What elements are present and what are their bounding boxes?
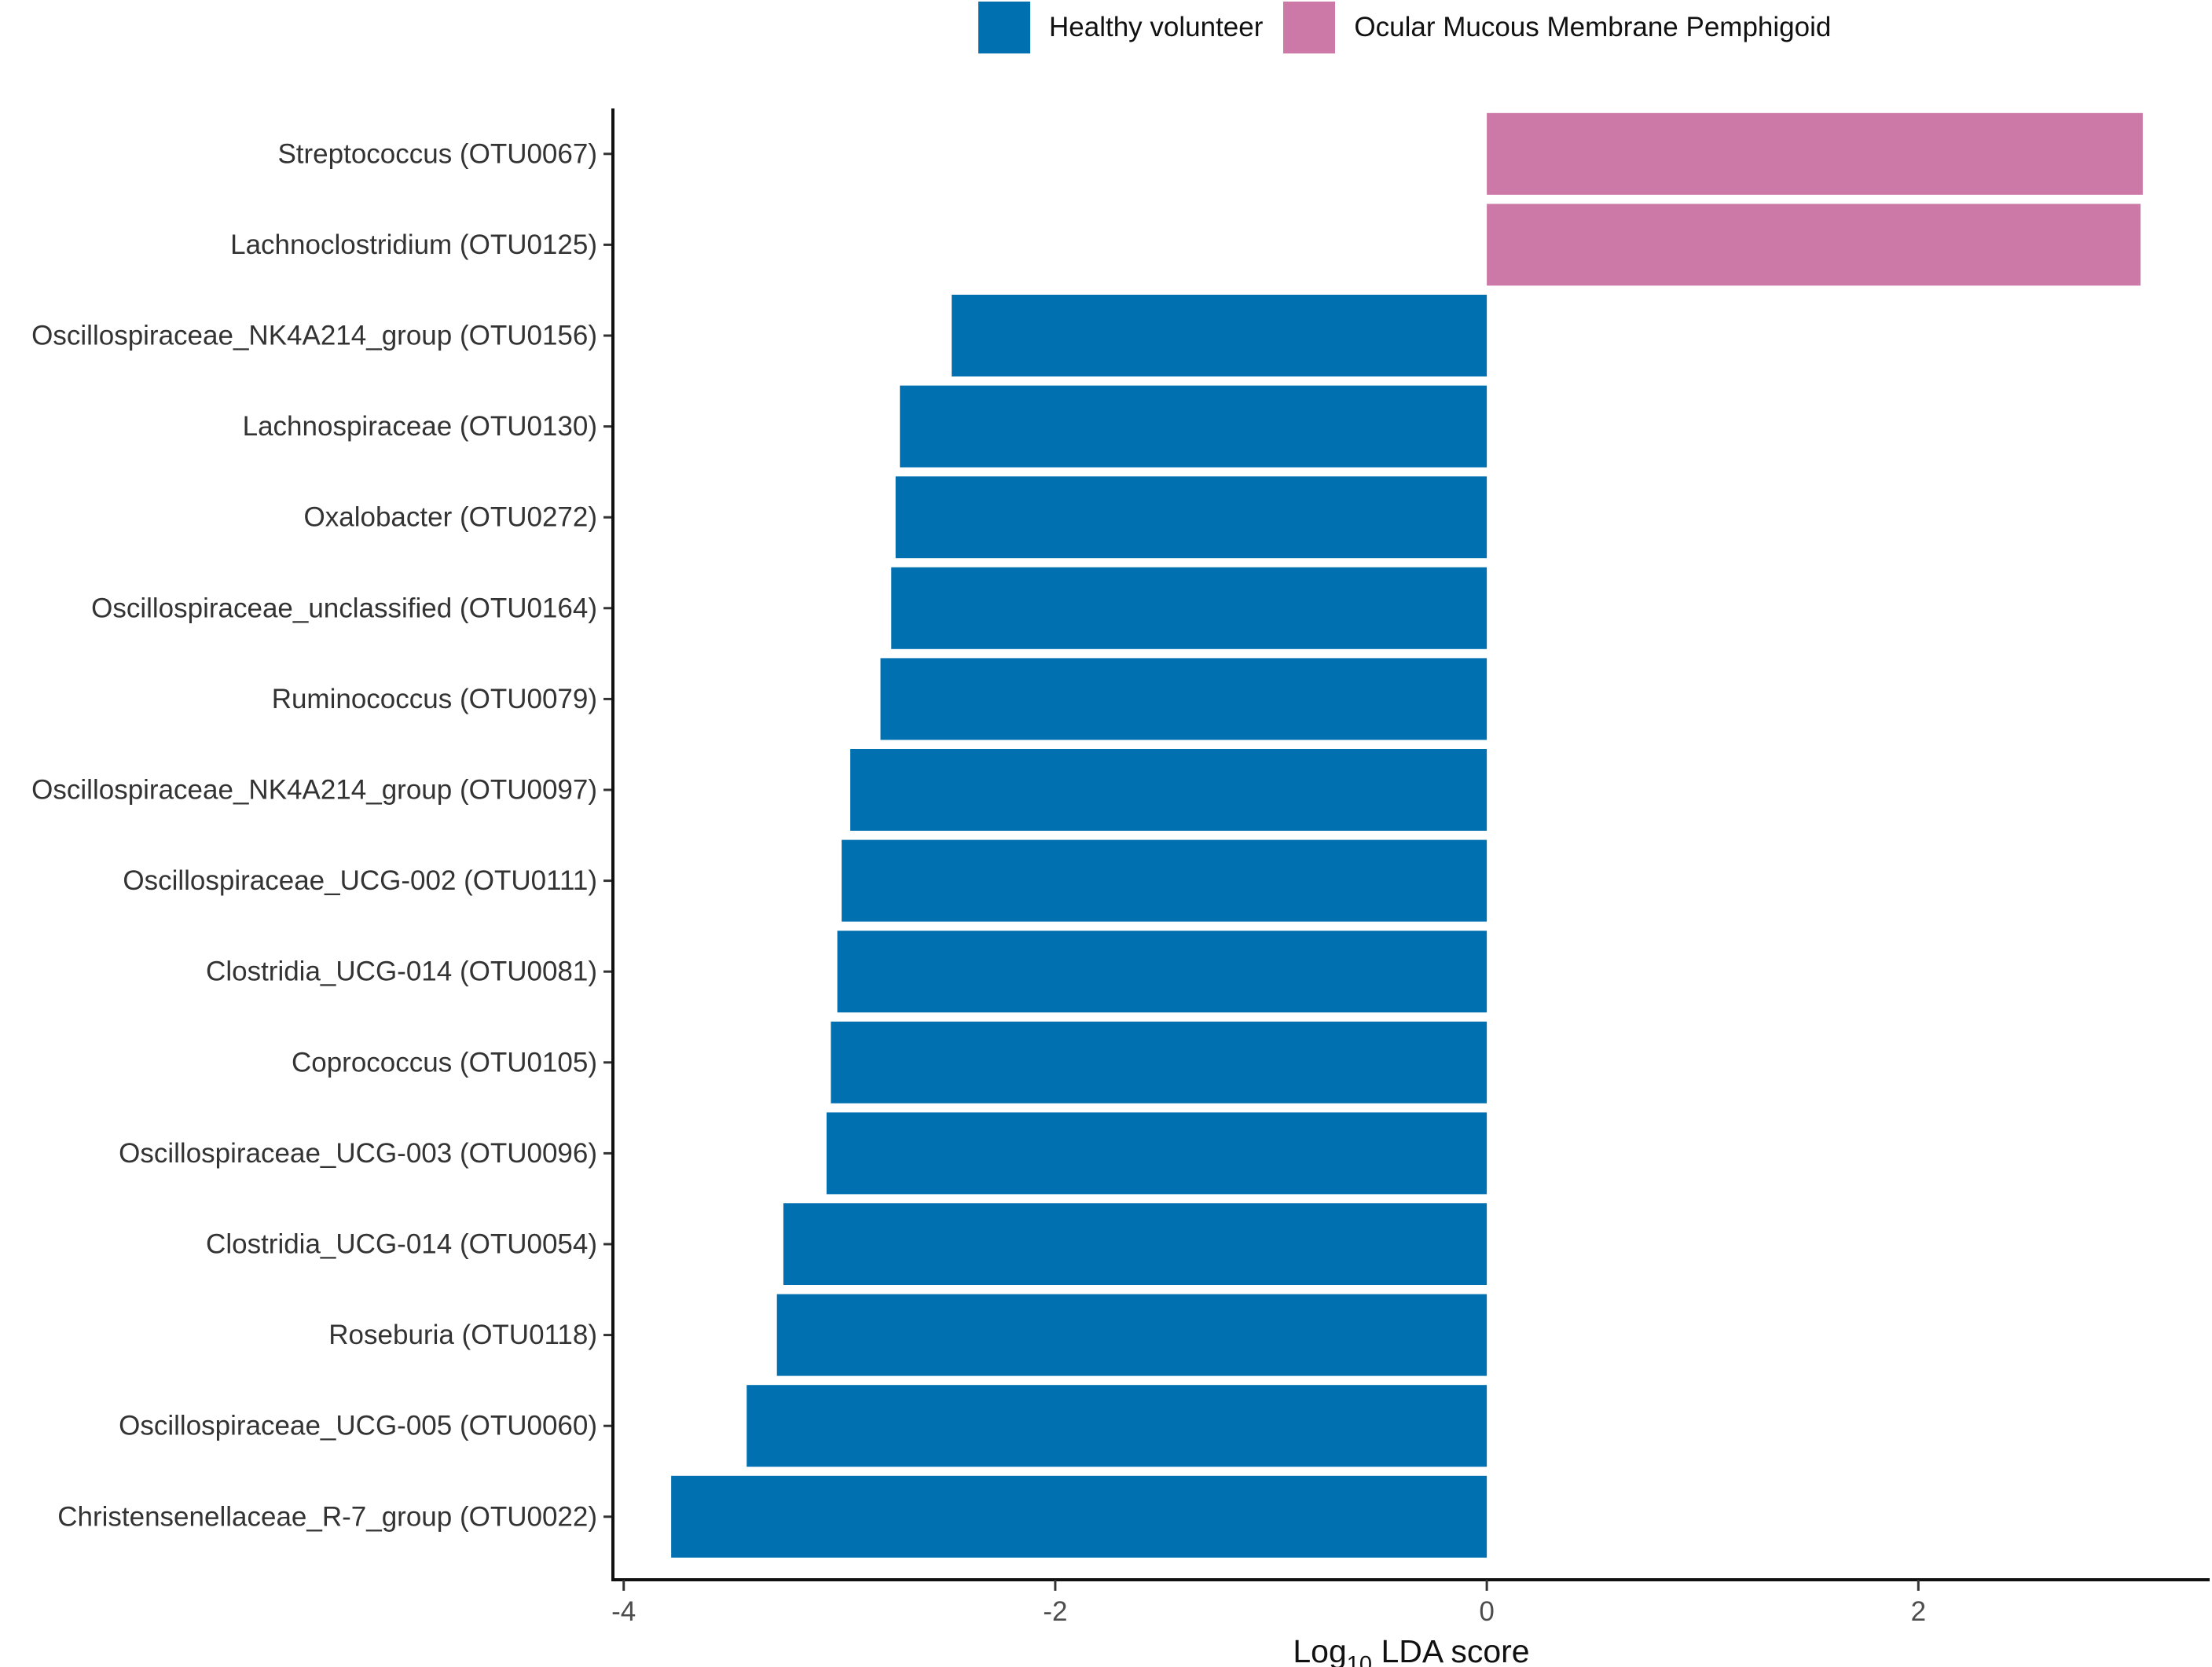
x-axis-title-subscript: 10 [1347,1652,1372,1667]
bar-lachnoclostridium-otu0125 [1487,204,2141,286]
y-tick-label-ruminococcus-otu0079: Ruminococcus (OTU0079) [272,684,597,714]
bar-oxalobacter-otu0272 [895,476,1488,559]
bar-clostridia-ucg-014-otu0081 [837,931,1488,1013]
bar-oscillospiraceae-nk4a214-group-otu0097 [850,749,1488,831]
bar-ruminococcus-otu0079 [880,658,1488,740]
legend-swatch-ocular-mucous-membrane-pemphigoid [1283,2,1336,53]
y-tick-label-oscillospiraceae-ucg-005-otu0060: Oscillospiraceae_UCG-005 (OTU0060) [119,1411,597,1441]
legend-label-healthy-volunteer: Healthy volunteer [1049,12,1264,42]
legend-item-ocular-mucous-membrane-pemphigoid[interactable]: Ocular Mucous Membrane Pemphigoid [1283,2,1831,53]
legend-item-healthy-volunteer[interactable]: Healthy volunteer [978,2,1263,53]
bar-oscillospiraceae-ucg-002-otu0111 [842,839,1488,922]
y-tick-label-oscillospiraceae-nk4a214-group-otu0097: Oscillospiraceae_NK4A214_group (OTU0097) [31,775,597,806]
y-tick-label-clostridia-ucg-014-otu0081: Clostridia_UCG-014 (OTU0081) [206,957,597,987]
y-tick-label-oscillospiraceae-unclassified-otu0164: Oscillospiraceae_unclassified (OTU0164) [91,593,597,623]
bar-roseburia-otu0118 [776,1294,1488,1376]
bar-coprococcus-otu0105 [831,1021,1488,1103]
bar-christensenellaceae-r-7-group-otu0022 [671,1475,1488,1558]
x-tick-label-1: -2 [1043,1596,1067,1627]
y-tick-label-streptococcus-otu0067: Streptococcus (OTU0067) [277,138,597,169]
y-tick-label-roseburia-otu0118: Roseburia (OTU0118) [328,1320,597,1350]
legend-swatch-healthy-volunteer [978,2,1030,53]
x-tick-label-3: 2 [1911,1596,1926,1627]
x-axis-title-base: Log [1293,1633,1346,1667]
bar-oscillospiraceae-unclassified-otu0164 [891,567,1488,649]
legend: Healthy volunteer Ocular Mucous Membrane… [978,0,1851,55]
bar-oscillospiraceae-ucg-005-otu0060 [747,1385,1488,1467]
y-tick-label-oscillospiraceae-nk4a214-group-otu0156: Oscillospiraceae_NK4A214_group (OTU0156) [31,321,597,351]
y-tick-label-clostridia-ucg-014-otu0054: Clostridia_UCG-014 (OTU0054) [206,1229,597,1260]
bar-clostridia-ucg-014-otu0054 [783,1203,1488,1285]
bar-oscillospiraceae-nk4a214-group-otu0156 [952,295,1488,376]
y-tick-label-oscillospiraceae-ucg-003-otu0096: Oscillospiraceae_UCG-003 (OTU0096) [119,1138,597,1169]
y-tick-label-oscillospiraceae-ucg-002-otu0111: Oscillospiraceae_UCG-002 (OTU0111) [123,865,597,896]
y-tick-label-oxalobacter-otu0272: Oxalobacter (OTU0272) [304,502,597,533]
y-tick-label-lachnoclostridium-otu0125: Lachnoclostridium (OTU0125) [230,229,597,260]
x-tick-label-2: 0 [1479,1596,1494,1627]
bar-oscillospiraceae-ucg-003-otu0096 [826,1112,1488,1195]
y-tick-label-coprococcus-otu0105: Coprococcus (OTU0105) [292,1047,597,1078]
x-tick-label-0: -4 [611,1596,636,1627]
y-tick-label-christensenellaceae-r-7-group-otu0022: Christensenellaceae_R-7_group (OTU0022) [57,1501,597,1532]
bar-streptococcus-otu0067 [1487,112,2143,195]
bar-lachnospiraceae-otu0130 [900,385,1488,468]
x-axis-title-suffix: LDA score [1372,1633,1530,1667]
legend-label-ocular-mucous-membrane-pemphigoid: Ocular Mucous Membrane Pemphigoid [1354,12,1832,42]
x-axis-title: Log10 LDA score [1293,1633,1529,1667]
y-tick-label-lachnospiraceae-otu0130: Lachnospiraceae (OTU0130) [243,411,597,442]
